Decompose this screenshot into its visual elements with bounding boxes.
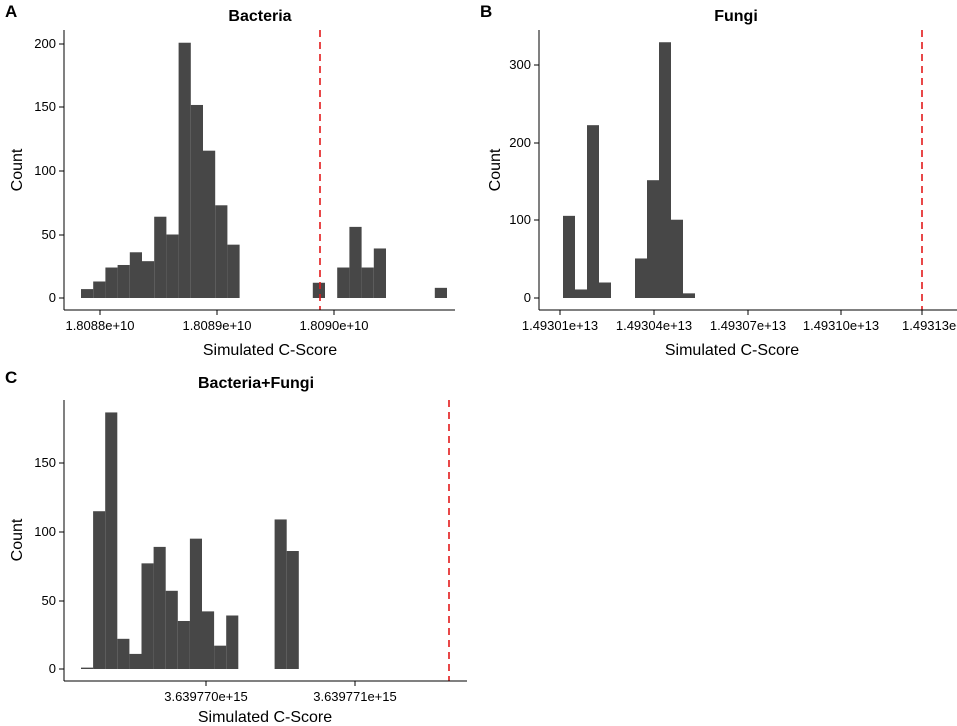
histogram-bar [105, 267, 118, 298]
x-tick-label: 1.8089e+10 [182, 318, 251, 333]
x-ticks: 1.8088e+10 1.8089e+10 1.8090e+10 [65, 310, 369, 333]
histogram-bar [286, 551, 299, 669]
chart-title: Fungi [714, 8, 758, 25]
histogram-bar [312, 282, 325, 298]
x-tick-label: 1.49310e+13 [803, 318, 879, 333]
chart-title: Bacteria+Fungi [198, 375, 314, 392]
histogram-bar [434, 287, 447, 298]
histogram-bar [141, 563, 154, 669]
histogram-bar [129, 653, 142, 669]
y-tick-label: 150 [34, 455, 56, 470]
panel-b: B Fungi 0 100 200 300 1.49301e+13 1.4930… [480, 2, 957, 359]
y-axis-title: Count [487, 148, 504, 191]
y-axis-title: Count [9, 148, 26, 191]
histogram-bar [117, 264, 130, 298]
x-axis-title: Simulated C-Score [203, 342, 337, 359]
y-tick-label: 0 [49, 661, 56, 676]
histogram-bar [215, 205, 228, 298]
histogram-bar [177, 620, 190, 669]
histogram-bar [154, 216, 167, 298]
x-tick-label: 1.49313e+ [902, 318, 957, 333]
histogram-bar [105, 412, 118, 669]
histogram-bar [214, 645, 227, 669]
histogram-bar [93, 511, 106, 669]
y-tick-label: 100 [34, 524, 56, 539]
histogram-bar [226, 615, 239, 669]
histogram-bar [349, 226, 362, 298]
y-axis-title: Count [9, 518, 26, 561]
x-tick-label: 1.8088e+10 [65, 318, 134, 333]
histogram-bar [165, 590, 178, 669]
y-tick-label: 100 [34, 163, 56, 178]
histogram-bar [227, 244, 240, 298]
histogram-bars [563, 42, 695, 298]
panel-c-label: C [5, 368, 17, 387]
histogram-bar [683, 293, 695, 298]
histogram-bar [373, 248, 386, 298]
x-ticks: 1.49301e+13 1.49304e+13 1.49307e+13 1.49… [522, 310, 957, 333]
x-tick-label: 1.49307e+13 [710, 318, 786, 333]
histogram-bar [166, 234, 179, 298]
histogram-bar [81, 289, 94, 298]
chart-title: Bacteria [228, 8, 291, 25]
histogram-bar [361, 267, 374, 298]
histogram-bar [190, 104, 203, 299]
panel-a: A Bacteria 0 50 100 150 200 1.8088e+10 1… [5, 2, 455, 359]
histogram-bar [129, 252, 142, 298]
histogram-bar [202, 611, 215, 669]
y-ticks: 0 50 100 150 [34, 455, 64, 676]
histogram-bar [93, 281, 106, 298]
x-tick-label: 1.8090e+10 [299, 318, 368, 333]
x-axis-title: Simulated C-Score [198, 709, 332, 726]
histogram-bar [659, 42, 671, 298]
y-tick-label: 0 [524, 290, 531, 305]
histogram-bar [337, 267, 350, 298]
histogram-bar [153, 546, 166, 669]
y-tick-label: 300 [509, 57, 531, 72]
histogram-bar [203, 150, 216, 298]
panel-b-label: B [480, 2, 492, 21]
panel-c: C Bacteria+Fungi 0 50 100 150 3.639770e+… [5, 368, 467, 726]
y-tick-label: 200 [34, 36, 56, 51]
histogram-bar [647, 180, 659, 298]
y-ticks: 0 100 200 300 [509, 57, 539, 305]
histogram-bars [81, 412, 299, 669]
histogram-bar [117, 638, 130, 669]
x-tick-label: 3.639770e+15 [164, 689, 248, 704]
x-tick-label: 1.49304e+13 [616, 318, 692, 333]
x-ticks: 3.639770e+15 3.639771e+15 [164, 681, 397, 704]
histogram-bars [81, 42, 447, 299]
histogram-bar [563, 215, 575, 298]
histogram-bar [178, 42, 191, 299]
y-tick-label: 200 [509, 135, 531, 150]
y-tick-label: 100 [509, 212, 531, 227]
histogram-bar [671, 219, 683, 298]
histogram-bar [575, 289, 587, 298]
histogram-bar [599, 282, 611, 298]
histogram-bar [635, 258, 647, 298]
histogram-bar [274, 519, 287, 669]
histogram-bar [587, 125, 599, 298]
histogram-bar [189, 538, 202, 669]
y-tick-label: 150 [34, 99, 56, 114]
y-tick-label: 50 [42, 227, 56, 242]
y-ticks: 0 50 100 150 200 [34, 36, 64, 305]
x-tick-label: 1.49301e+13 [522, 318, 598, 333]
histogram-bar [81, 667, 94, 669]
histogram-bar [142, 261, 155, 298]
x-axis-title: Simulated C-Score [665, 342, 799, 359]
x-tick-label: 3.639771e+15 [313, 689, 397, 704]
y-tick-label: 50 [42, 593, 56, 608]
panel-a-label: A [5, 2, 17, 21]
y-tick-label: 0 [49, 290, 56, 305]
